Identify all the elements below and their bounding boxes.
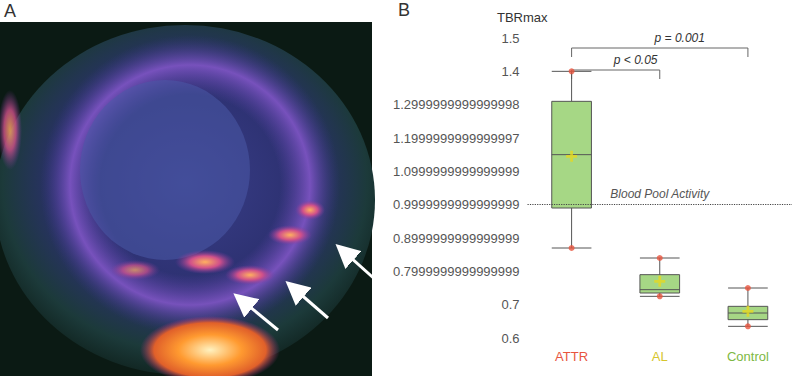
svg-text:p < 0.05: p < 0.05 <box>613 53 658 67</box>
svg-text:1.4: 1.4 <box>501 64 519 79</box>
svg-text:A: A <box>4 1 16 21</box>
svg-text:TBRmax: TBRmax <box>497 10 548 25</box>
svg-text:0.6: 0.6 <box>501 331 519 346</box>
svg-text:ATTR: ATTR <box>555 349 588 364</box>
svg-text:Control: Control <box>727 349 769 364</box>
svg-text:1.0999999999999999: 1.0999999999999999 <box>393 164 520 179</box>
svg-text:0.7: 0.7 <box>501 297 519 312</box>
svg-text:Blood Pool Activity: Blood Pool Activity <box>610 187 710 201</box>
svg-text:0.8999999999999999: 0.8999999999999999 <box>393 231 520 246</box>
svg-text:0.9999999999999999: 0.9999999999999999 <box>393 197 520 212</box>
html-text:B: B <box>398 0 410 20</box>
svg-text:1.1999999999999997: 1.1999999999999997 <box>393 131 520 146</box>
svg-text:1.2999999999999998: 1.2999999999999998 <box>393 97 520 112</box>
svg-text:AL: AL <box>652 349 668 364</box>
svg-text:1.5: 1.5 <box>501 31 519 46</box>
svg-text:0.7999999999999999: 0.7999999999999999 <box>393 264 520 279</box>
svg-text:p = 0.001: p = 0.001 <box>654 31 705 45</box>
